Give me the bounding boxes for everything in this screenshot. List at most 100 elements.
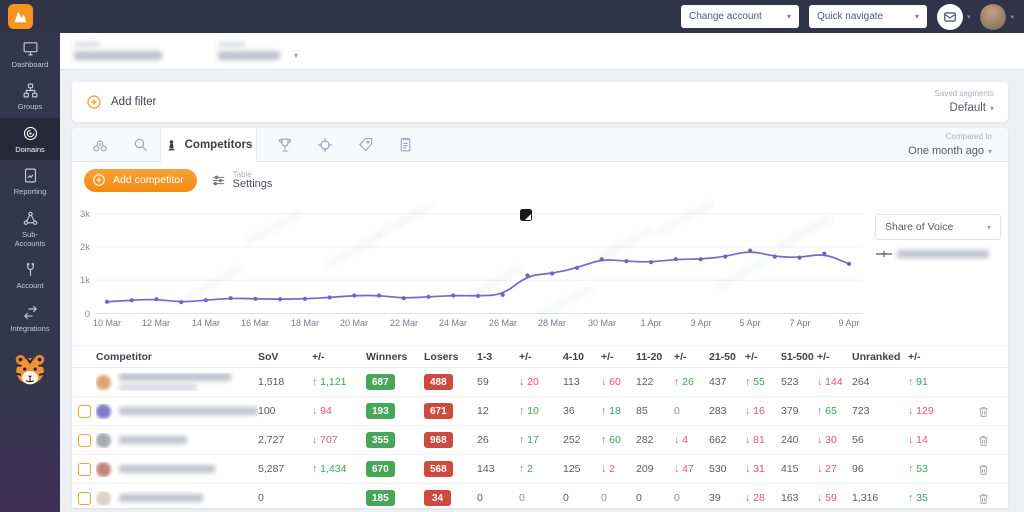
y-tick-label: 3k (79, 209, 90, 220)
chart-metric-dropdown[interactable]: Share of Voice ▾ (875, 214, 1001, 240)
add-competitor-button[interactable]: Add competitor (84, 168, 197, 192)
user-avatar[interactable] (980, 3, 1007, 30)
rank-count: 85 (636, 405, 648, 417)
envelope-icon (944, 11, 956, 22)
delete-competitor-button[interactable] (973, 405, 993, 418)
mascot-tiger[interactable] (11, 351, 49, 391)
chevron-down-icon: ▾ (786, 12, 791, 21)
saved-segments-caption: Saved segments (934, 88, 994, 98)
tab-competitors[interactable]: Competitors (160, 128, 257, 162)
table-settings-button[interactable]: Table Settings (211, 170, 273, 190)
tab-tags[interactable] (345, 128, 385, 161)
rank-delta: ↑ 65 (817, 405, 837, 417)
row-checkbox[interactable] (77, 462, 91, 476)
column-header[interactable]: Unranked (852, 350, 901, 363)
domain-selector[interactable]: ▾ (218, 42, 298, 60)
sov-delta: ↓ 94 (312, 405, 332, 417)
column-header[interactable]: 4-10 (563, 350, 585, 363)
compared-to-caption: Compared to (945, 132, 992, 141)
tab-search[interactable] (120, 128, 160, 161)
sidebar-item-integrations[interactable]: Integrations (0, 297, 60, 339)
column-header[interactable]: 21-50 (709, 350, 736, 363)
rank-count: 0 (563, 492, 569, 504)
losers-badge: 968 (424, 432, 453, 448)
competitor-name[interactable] (96, 461, 258, 477)
chart-legend-item[interactable] (876, 250, 989, 258)
saved-segments-dropdown[interactable]: Saved segments Default ▾ (934, 89, 994, 116)
chevron-down-icon[interactable]: ▾ (966, 13, 971, 21)
competitor-name[interactable] (96, 373, 258, 391)
tab-rankings[interactable] (265, 128, 305, 161)
chevron-down-icon[interactable]: ▾ (1010, 13, 1014, 21)
column-header[interactable]: +/- (908, 350, 921, 363)
sidebar-item-domains[interactable]: Domains (0, 117, 60, 161)
table-header: Competitor SoV +/- Winners Losers 1-3 +/- 4-10 +… (72, 345, 1008, 368)
sidebar-item-reporting[interactable]: Reporting (0, 160, 60, 202)
sidebar-item-groups[interactable]: Groups (0, 75, 60, 117)
chart-note-marker[interactable] (520, 209, 532, 221)
delete-competitor-button[interactable] (973, 463, 993, 476)
delete-competitor-button[interactable] (973, 492, 993, 505)
sov-value: 2,727 (258, 434, 285, 446)
x-tick-label: 20 Mar (339, 318, 369, 328)
trophy-icon (278, 137, 292, 152)
column-header[interactable]: +/- (817, 350, 830, 363)
quick-navigate-label: Quick navigate (816, 11, 884, 22)
column-header[interactable]: +/- (745, 350, 758, 363)
column-header[interactable]: Competitor (96, 350, 152, 363)
competitor-name[interactable] (96, 403, 258, 419)
rank-delta: 0 (519, 492, 525, 504)
rank-delta: 0 (674, 492, 680, 504)
tab-landing-pages[interactable] (305, 128, 345, 161)
delete-competitor-button[interactable] (973, 434, 993, 447)
row-checkbox[interactable] (77, 491, 91, 505)
column-header[interactable]: +/- (519, 350, 532, 363)
column-header[interactable]: SoV (258, 350, 279, 363)
add-filter-label: Add filter (111, 96, 157, 108)
tab-notes[interactable] (385, 128, 425, 161)
table-settings-label: Settings (232, 178, 273, 190)
column-header[interactable]: 51-500 (781, 350, 814, 363)
favicon (96, 403, 111, 419)
sidebar-item-dashboard[interactable]: Dashboard (0, 33, 60, 75)
column-header[interactable]: 11-20 (636, 350, 663, 363)
column-header[interactable]: +/- (601, 350, 614, 363)
add-competitor-label: Add competitor (113, 174, 184, 186)
chevron-down-icon: ▾ (987, 147, 992, 156)
row-checkbox[interactable] (77, 433, 91, 447)
sidebar-item-label: Sub-Accounts (14, 229, 46, 248)
column-header[interactable]: Losers (424, 350, 459, 363)
group-selector[interactable] (74, 42, 162, 60)
legend-marker-icon (876, 251, 892, 257)
app-logo[interactable] (8, 4, 33, 29)
x-tick-label: 16 Mar (240, 318, 270, 328)
row-checkbox[interactable] (77, 404, 91, 418)
rank-delta: ↓ 20 (519, 376, 539, 388)
rank-delta: ↓ 28 (745, 492, 765, 504)
sov-value: 100 (258, 405, 276, 417)
column-header[interactable]: +/- (674, 350, 687, 363)
quick-navigate-dropdown[interactable]: Quick navigate ▾ (808, 5, 927, 28)
x-tick-label: 9 Apr (838, 318, 860, 328)
column-header[interactable]: 1-3 (477, 350, 493, 363)
rank-delta: ↓ 81 (745, 434, 765, 446)
change-account-label: Change account (688, 11, 762, 22)
competitor-row: 100 ↓ 94 193 671 12 ↑ 10 36 ↑ 18 85 0 283 ↓ 16 379 ↑ … (72, 397, 1008, 426)
sidebar-item-account[interactable]: Account (0, 254, 60, 296)
sidebar-item-label: Groups (17, 102, 43, 112)
tab-keyword-discovery[interactable] (80, 128, 120, 161)
change-account-dropdown[interactable]: Change account ▾ (680, 5, 799, 28)
sidebar-item-sub-accounts[interactable]: Sub-Accounts (0, 203, 60, 255)
compared-to-dropdown[interactable]: Compared to One month ago ▾ (908, 128, 1008, 161)
column-header[interactable]: +/- (312, 350, 325, 363)
competitor-row: 1,518 ↑ 1,121 687 488 59 ↓ 20 113 ↓ 60 122 ↑ 26 43… (72, 368, 1008, 397)
add-filter-button[interactable]: Add filter (86, 94, 156, 110)
sidebar: Dashboard Groups Domains Reporting Sub-A… (0, 33, 60, 512)
x-tick-label: 10 Mar (92, 318, 122, 328)
competitor-name[interactable] (96, 432, 258, 448)
competitor-name[interactable] (96, 490, 258, 506)
column-header[interactable]: Winners (366, 350, 408, 363)
messages-button[interactable] (936, 3, 963, 30)
rank-count: 415 (781, 463, 799, 475)
rank-count: 662 (709, 434, 727, 446)
